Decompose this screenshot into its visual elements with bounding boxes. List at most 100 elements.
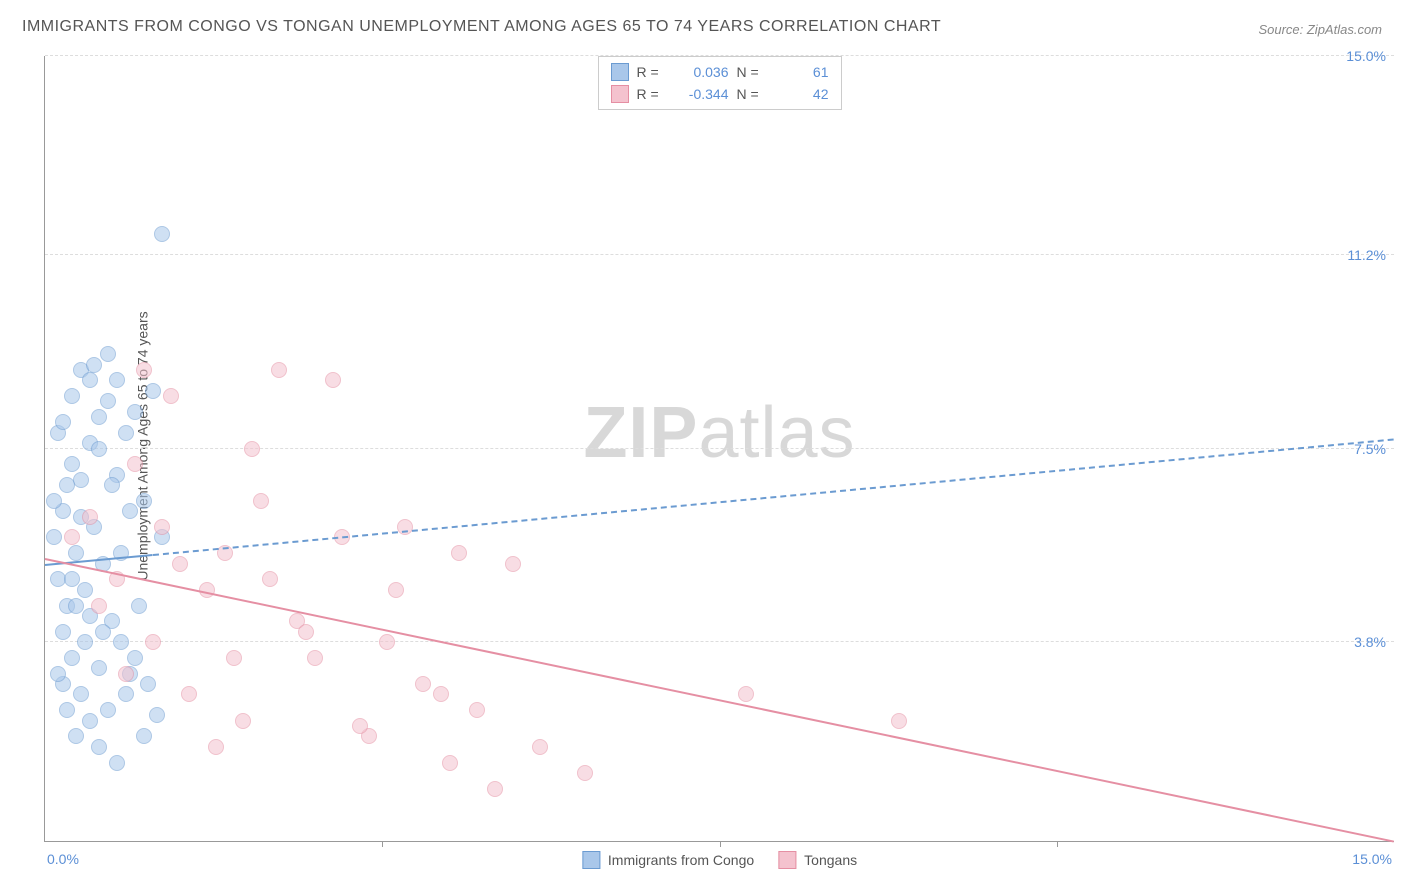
data-point xyxy=(149,707,165,723)
legend-series-name: Immigrants from Congo xyxy=(608,852,754,868)
data-point xyxy=(95,624,111,640)
data-point xyxy=(55,624,71,640)
n-label: N = xyxy=(737,64,765,80)
data-point xyxy=(118,686,134,702)
data-point xyxy=(59,477,75,493)
data-point xyxy=(181,686,197,702)
watermark-bold: ZIP xyxy=(583,393,698,473)
data-point xyxy=(86,357,102,373)
data-point xyxy=(77,634,93,650)
data-point xyxy=(82,713,98,729)
grid-line xyxy=(45,254,1394,255)
data-point xyxy=(127,650,143,666)
r-label: R = xyxy=(637,64,665,80)
chart-title: IMMIGRANTS FROM CONGO VS TONGAN UNEMPLOY… xyxy=(22,18,941,36)
data-point xyxy=(104,477,120,493)
data-point xyxy=(244,441,260,457)
legend-swatch xyxy=(778,851,796,869)
data-point xyxy=(73,686,89,702)
data-point xyxy=(505,556,521,572)
data-point xyxy=(50,666,66,682)
data-point xyxy=(82,372,98,388)
legend-item: Tongans xyxy=(778,851,857,869)
correlation-legend: R =0.036N =61R =-0.344N =42 xyxy=(598,56,842,110)
data-point xyxy=(433,686,449,702)
data-point xyxy=(487,781,503,797)
data-point xyxy=(122,503,138,519)
legend-row: R =0.036N =61 xyxy=(611,61,829,83)
watermark: ZIPatlas xyxy=(583,392,855,474)
data-point xyxy=(253,493,269,509)
x-tick xyxy=(382,841,383,847)
data-point xyxy=(91,660,107,676)
data-point xyxy=(127,404,143,420)
data-point xyxy=(118,425,134,441)
legend-swatch xyxy=(582,851,600,869)
data-point xyxy=(140,676,156,692)
data-point xyxy=(154,519,170,535)
data-point xyxy=(91,409,107,425)
data-point xyxy=(77,582,93,598)
data-point xyxy=(91,739,107,755)
data-point xyxy=(127,456,143,472)
data-point xyxy=(68,598,84,614)
data-point xyxy=(145,634,161,650)
data-point xyxy=(68,545,84,561)
data-point xyxy=(738,686,754,702)
data-point xyxy=(46,529,62,545)
data-point xyxy=(82,509,98,525)
series-legend: Immigrants from Congo Tongans xyxy=(582,851,857,869)
data-point xyxy=(442,755,458,771)
legend-series-name: Tongans xyxy=(804,852,857,868)
data-point xyxy=(163,388,179,404)
data-point xyxy=(388,582,404,598)
data-point xyxy=(131,598,147,614)
data-point xyxy=(352,718,368,734)
trend-line xyxy=(45,558,1394,843)
data-point xyxy=(136,362,152,378)
data-point xyxy=(59,702,75,718)
grid-line xyxy=(45,641,1394,642)
x-tick xyxy=(720,841,721,847)
data-point xyxy=(64,650,80,666)
data-point xyxy=(100,393,116,409)
y-tick-label: 11.2% xyxy=(1347,247,1386,263)
r-label: R = xyxy=(637,86,665,102)
watermark-light: atlas xyxy=(698,393,855,473)
data-point xyxy=(64,571,80,587)
data-point xyxy=(136,728,152,744)
r-value: 0.036 xyxy=(673,64,729,80)
data-point xyxy=(64,388,80,404)
data-point xyxy=(109,372,125,388)
data-point xyxy=(325,372,341,388)
data-point xyxy=(118,666,134,682)
source-attribution: Source: ZipAtlas.com xyxy=(1258,22,1382,37)
x-tick xyxy=(1057,841,1058,847)
trend-line-dashed xyxy=(153,438,1394,556)
data-point xyxy=(469,702,485,718)
x-axis-min-label: 0.0% xyxy=(47,851,79,867)
data-point xyxy=(891,713,907,729)
data-point xyxy=(379,634,395,650)
data-point xyxy=(307,650,323,666)
legend-row: R =-0.344N =42 xyxy=(611,83,829,105)
y-tick-label: 3.8% xyxy=(1354,634,1386,650)
scatter-chart: ZIPatlas R =0.036N =61R =-0.344N =42 Imm… xyxy=(44,56,1394,842)
legend-swatch xyxy=(611,85,629,103)
data-point xyxy=(136,493,152,509)
data-point xyxy=(226,650,242,666)
data-point xyxy=(113,634,129,650)
data-point xyxy=(64,529,80,545)
r-value: -0.344 xyxy=(673,86,729,102)
data-point xyxy=(298,624,314,640)
data-point xyxy=(100,346,116,362)
data-point xyxy=(208,739,224,755)
n-value: 42 xyxy=(773,86,829,102)
data-point xyxy=(100,702,116,718)
data-point xyxy=(64,456,80,472)
data-point xyxy=(262,571,278,587)
data-point xyxy=(46,493,62,509)
legend-item: Immigrants from Congo xyxy=(582,851,754,869)
data-point xyxy=(109,755,125,771)
data-point xyxy=(91,441,107,457)
